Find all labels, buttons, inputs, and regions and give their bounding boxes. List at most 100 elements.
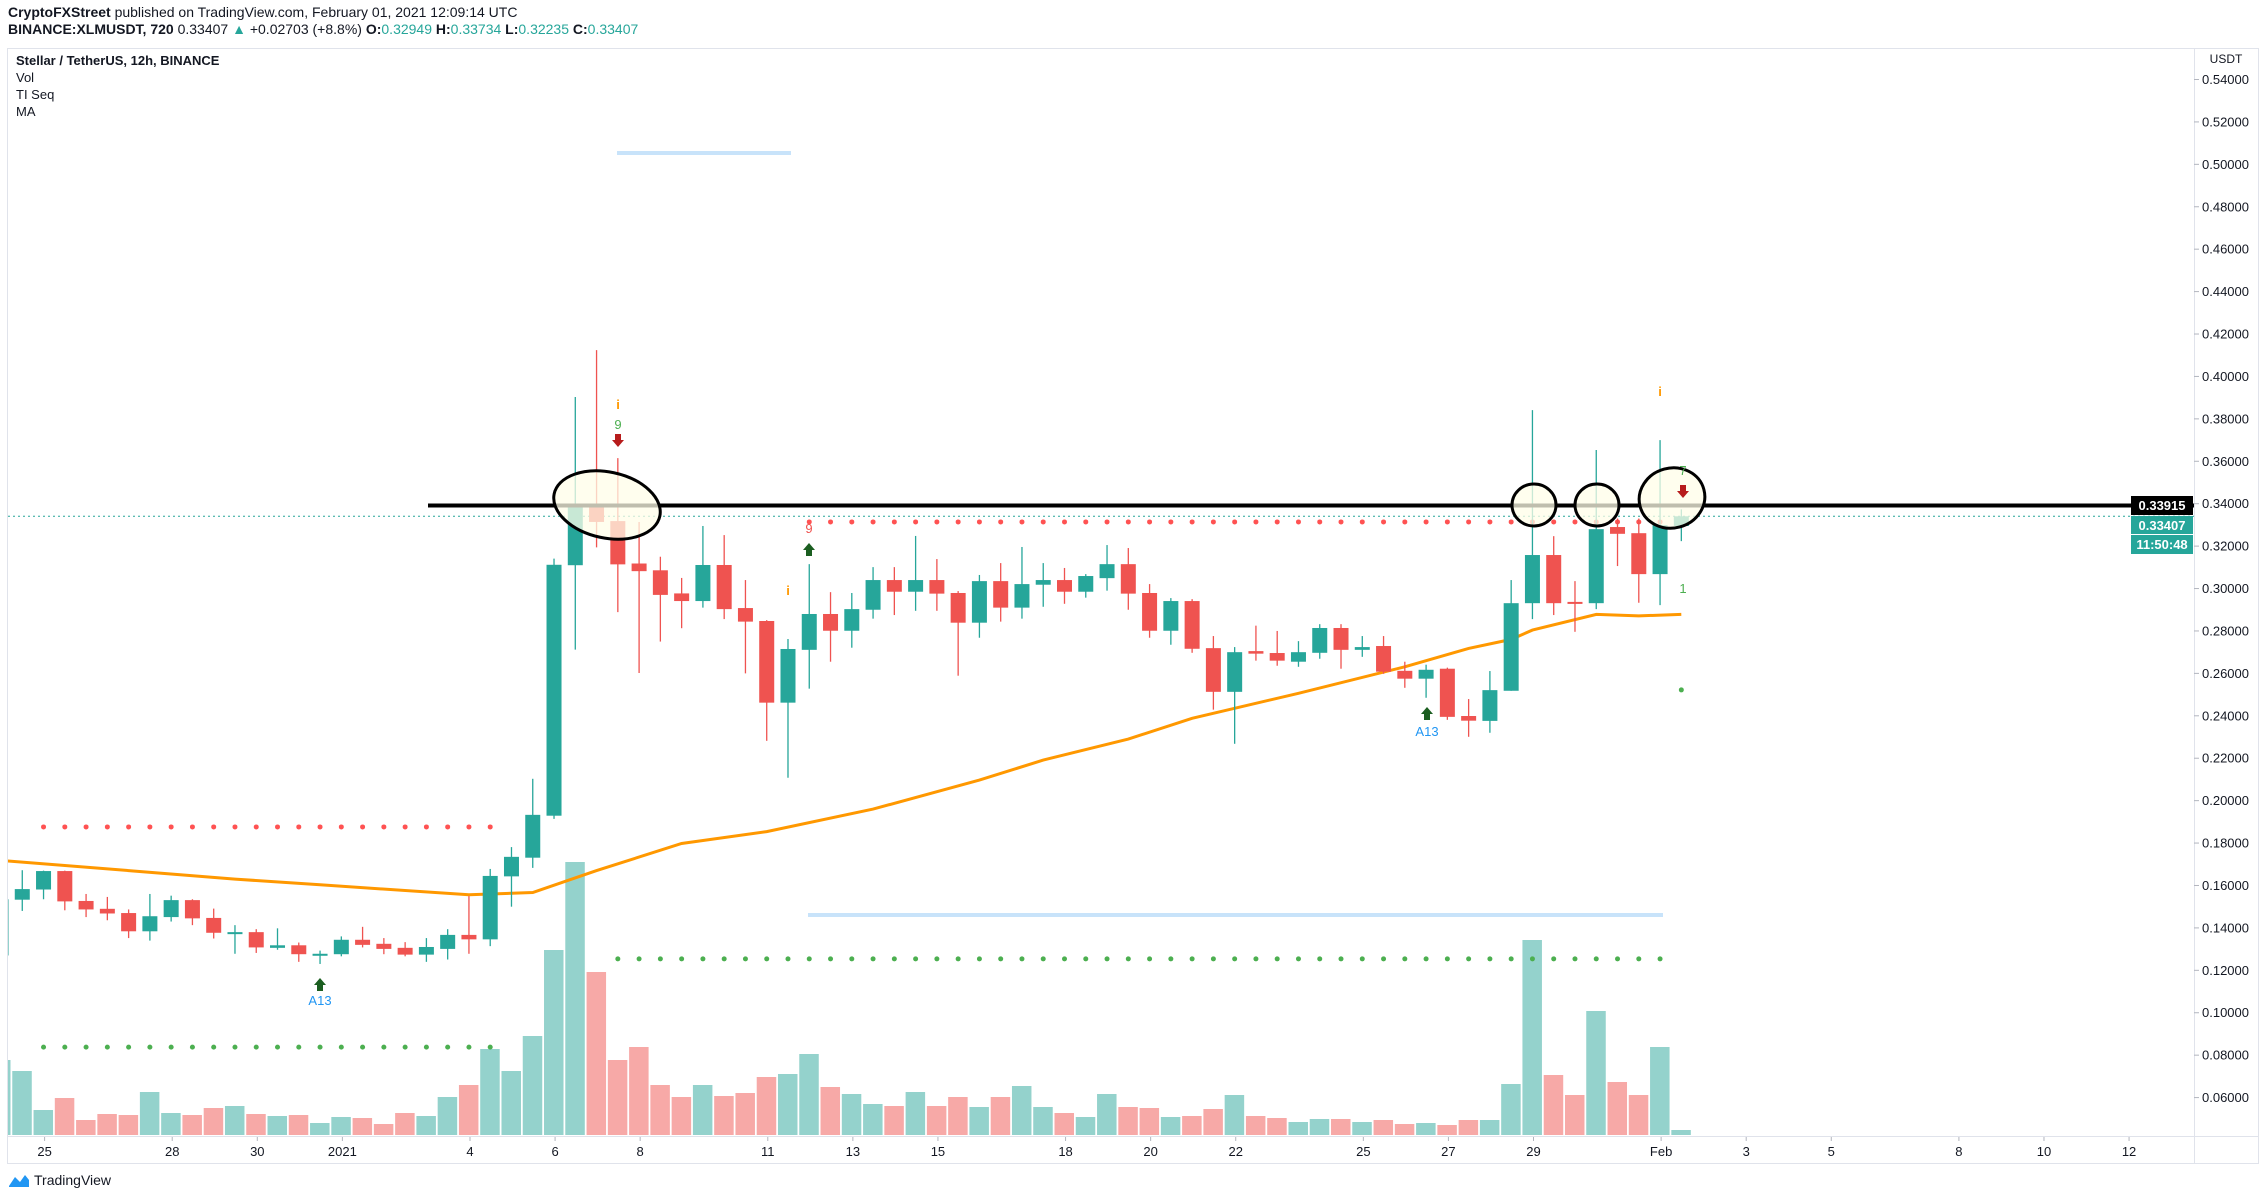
candle <box>1567 581 1583 632</box>
volume-bar <box>1245 1116 1266 1135</box>
support-dot <box>1423 956 1429 962</box>
candle <box>440 929 456 960</box>
volume-bar <box>1671 1130 1691 1135</box>
volume-series <box>8 862 1691 1135</box>
open-value: 0.32949 <box>381 21 432 37</box>
candle <box>1269 630 1285 666</box>
support-dot <box>1508 956 1514 962</box>
support-dot <box>1572 956 1578 962</box>
price-label: 0.46000 <box>2202 242 2249 257</box>
resistance-dot <box>189 824 195 830</box>
volume-bar <box>799 1054 819 1135</box>
tradingview-logo-icon <box>9 1175 29 1187</box>
price-label: 0.18000 <box>2202 836 2249 851</box>
highlight-ellipse[interactable] <box>1573 482 1621 528</box>
candle-body <box>57 871 73 902</box>
support-dot <box>41 1044 47 1050</box>
support-dot <box>466 1044 472 1050</box>
support-dot <box>445 1044 451 1050</box>
candle <box>716 535 732 620</box>
td-count-label: 1 <box>1679 581 1686 596</box>
volume-bar <box>905 1092 926 1135</box>
td-seq-marks: i 9 9 i A13 A13 i 7 1 <box>308 384 1689 1008</box>
legend-item-ti-seq[interactable]: TI Seq <box>16 87 55 102</box>
resistance-dot <box>1083 519 1089 525</box>
resistance-dot <box>338 824 344 830</box>
candle-body <box>1014 584 1030 608</box>
volume-bar <box>246 1114 266 1135</box>
price-label: 0.14000 <box>2202 920 2249 935</box>
highlight-ellipse[interactable] <box>1632 460 1711 535</box>
volume-bar <box>1373 1120 1394 1135</box>
price-label: 0.42000 <box>2202 327 2249 342</box>
candle <box>206 908 222 939</box>
support-dot <box>1125 956 1131 962</box>
price-label: 0.22000 <box>2202 751 2249 766</box>
support-dot <box>147 1044 153 1050</box>
candle-body <box>1546 555 1562 604</box>
resistance-dot <box>1338 519 1344 525</box>
candle <box>652 556 668 642</box>
candle-body <box>801 613 817 650</box>
volume-bar <box>224 1106 245 1135</box>
volume-bar <box>1224 1095 1245 1135</box>
time-label: 12 <box>2122 1144 2136 1159</box>
chart-frame <box>7 48 2259 1164</box>
resistance-dot <box>1317 519 1323 525</box>
last-price-tag <box>2131 516 2193 534</box>
publisher-name[interactable]: CryptoFXStreet <box>8 4 111 20</box>
td-countdown-label: A13 <box>308 993 331 1008</box>
resistance-dot <box>955 519 961 525</box>
legend-item-vol[interactable]: Vol <box>16 70 35 85</box>
candle <box>1184 599 1200 653</box>
resistance-dot <box>891 519 897 525</box>
candle <box>1227 647 1243 744</box>
support-dot <box>1168 956 1174 962</box>
candle-body <box>716 564 732 610</box>
price-axis[interactable]: 0.54000 0.52000 0.50000 0.48000 0.46000 0.440… <box>2194 72 2249 1105</box>
candle-body <box>333 939 349 955</box>
volume-bar <box>607 1060 628 1135</box>
legend-item-ma[interactable]: MA <box>16 104 36 119</box>
candle <box>461 896 477 954</box>
time-axis[interactable]: 25 28 30 2021 4 6 8 11 13 15 18 20 22 25 27 29 Feb 3 5 8 10 1… <box>37 1137 2136 1159</box>
support-dot <box>1381 956 1387 962</box>
support-dot <box>657 956 663 962</box>
volume-bar <box>480 1049 500 1135</box>
footer-brand[interactable]: TradingView <box>8 1172 111 1188</box>
candle-body <box>950 592 966 623</box>
support-dot <box>1295 956 1301 962</box>
highlight-ellipse[interactable] <box>547 461 666 548</box>
resistance-dot <box>41 824 47 830</box>
volume-bar <box>1309 1119 1330 1135</box>
volume-bar <box>139 1092 160 1135</box>
candle-body <box>355 939 371 945</box>
candle-body <box>1354 647 1370 650</box>
volume-bar <box>352 1118 373 1135</box>
candle <box>737 580 753 674</box>
low-label: L: <box>505 21 519 37</box>
candle-body <box>737 608 753 622</box>
candle <box>1057 567 1072 604</box>
candle <box>950 591 966 676</box>
candle-body <box>780 648 796 703</box>
resistance-dot <box>1253 519 1259 525</box>
candle <box>163 895 179 922</box>
candle-body <box>36 871 52 890</box>
volume-bar <box>310 1123 330 1135</box>
resistance-dot <box>402 824 408 830</box>
support-dot <box>998 956 1004 962</box>
candle <box>1631 518 1647 603</box>
candle <box>57 870 73 911</box>
support-dot <box>934 956 940 962</box>
support-dot <box>189 1044 195 1050</box>
price-label: 0.50000 <box>2202 157 2249 172</box>
resistance-dot <box>1466 519 1472 525</box>
highlight-ellipse[interactable] <box>1510 482 1558 528</box>
candle-body <box>227 932 243 935</box>
candle <box>1503 580 1519 691</box>
candle <box>1290 641 1306 667</box>
resistance-dot <box>211 824 217 830</box>
candle <box>291 942 307 962</box>
